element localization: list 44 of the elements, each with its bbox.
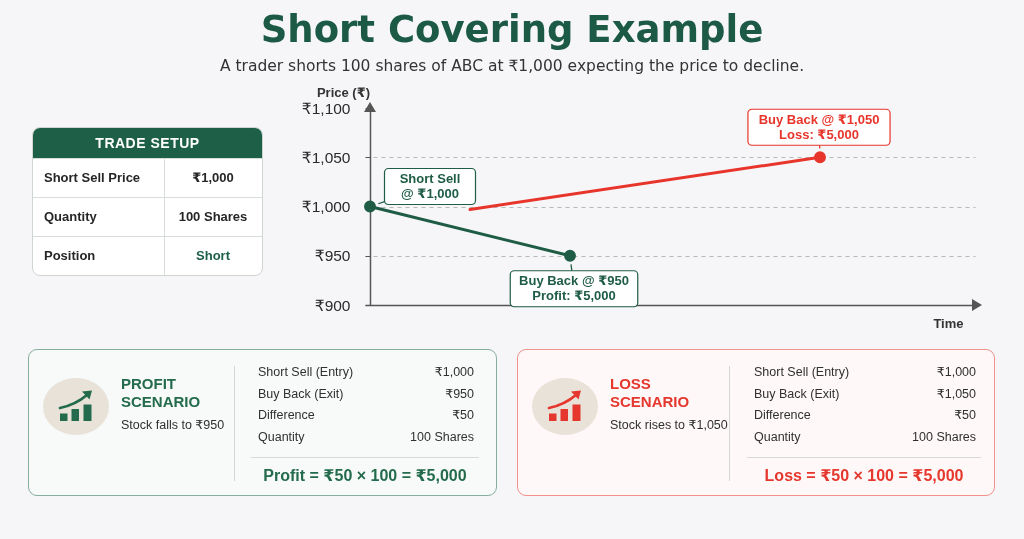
annotation: Buy Back @ ₹950 Profit: ₹5,000	[519, 273, 629, 304]
point	[564, 249, 576, 262]
text: Loss = ₹50 × 100 = ₹5,000	[763, 466, 965, 486]
text: ₹50	[452, 408, 474, 423]
text: Quantity	[754, 429, 801, 447]
text: PROFIT SCENARIO	[121, 375, 202, 411]
text: Stock rises to ₹1,050	[610, 417, 728, 432]
text: 100 Shares	[912, 430, 976, 445]
text: Position	[44, 247, 97, 265]
text: Difference	[754, 407, 811, 425]
text: Short	[195, 247, 231, 265]
annotation: Buy Back @ ₹1,050 Loss: ₹5,000	[758, 111, 880, 142]
text: TRADE SETUP	[33, 128, 262, 158]
x-axis-title: Time	[933, 315, 964, 331]
text: Short Sell (Entry)	[258, 364, 354, 381]
y-axis-title: Price (₹)	[316, 84, 371, 100]
text: 100 Shares	[177, 208, 249, 226]
y-tick-label: ₹1,000	[301, 198, 351, 215]
chart-subtitle: A trader shorts 100 shares of ABC at ₹1,000 expecting the price to decline.	[218, 57, 806, 75]
text: Stock falls to ₹950	[121, 417, 225, 432]
text: ₹1,000	[434, 365, 474, 379]
text: LOSS SCENARIO	[610, 375, 691, 411]
y-tick-label: ₹950	[314, 247, 351, 265]
text: ₹50	[954, 408, 976, 423]
text: ₹950	[445, 386, 474, 401]
point	[364, 200, 376, 213]
y-tick-label: ₹1,050	[301, 148, 351, 166]
y-tick-label: ₹900	[314, 296, 351, 314]
y-tick-label: ₹1,100	[301, 99, 351, 117]
text: 100 Shares	[410, 430, 474, 445]
text: Short Sell Price	[44, 169, 142, 187]
text: Difference	[258, 407, 315, 425]
text: ₹1,000	[936, 365, 976, 379]
text: ₹1,050	[936, 386, 976, 401]
annotation: Short Sell @ ₹1,000	[399, 171, 461, 201]
chart-title: Short Covering Example	[259, 7, 765, 53]
text: Buy Back (Exit)	[754, 385, 840, 403]
text: Buy Back (Exit)	[258, 385, 344, 403]
text: Profit = ₹50 × 100 = ₹5,000	[262, 466, 468, 486]
point	[814, 151, 826, 164]
text: Quantity	[258, 429, 305, 447]
text: ₹1,000	[191, 169, 235, 187]
text: Quantity	[44, 208, 98, 226]
text: Short Sell (Entry)	[754, 364, 850, 381]
